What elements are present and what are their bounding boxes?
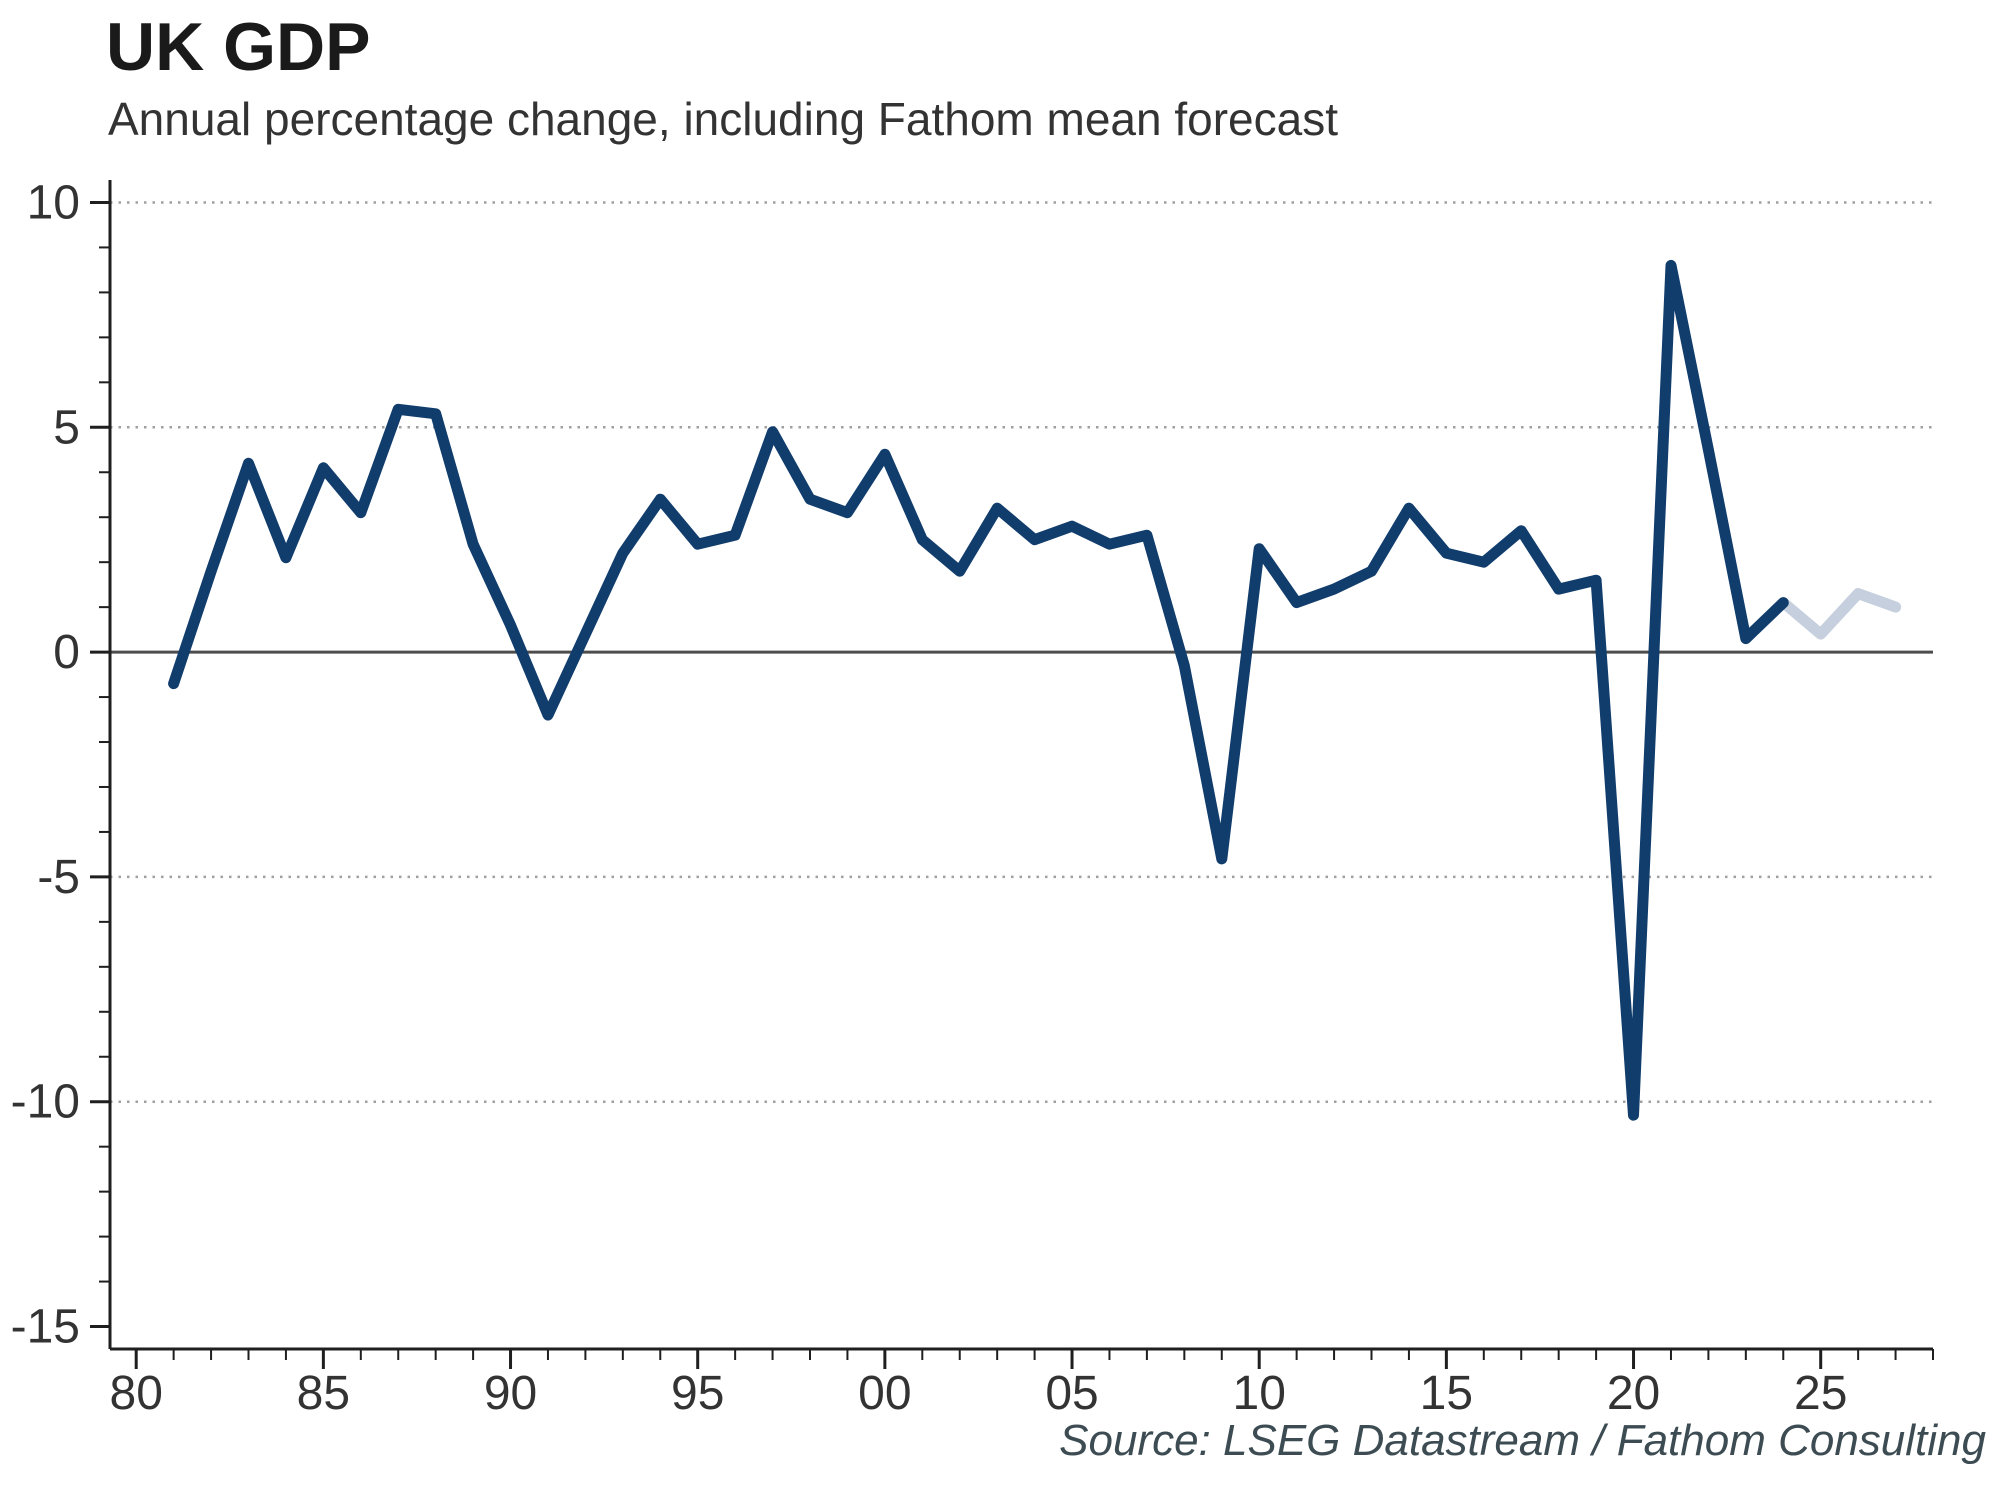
x-tick-label-20: 20 [1607,1367,1660,1420]
y-tick-label--15: -15 [11,1301,80,1354]
x-tick-label-80: 80 [110,1367,163,1420]
source-credit: Source: LSEG Datastream / Fathom Consult… [1059,1416,1986,1465]
x-tick-label-05: 05 [1045,1367,1098,1420]
chart-title: UK GDP [106,9,371,85]
x-tick-label-90: 90 [484,1367,537,1420]
x-tick-label-25: 25 [1794,1367,1847,1420]
y-tick-label-10: 10 [27,176,80,229]
series-actual-line [168,259,1789,1121]
x-tick-label-15: 15 [1420,1367,1473,1420]
x-tick-label-10: 10 [1233,1367,1286,1420]
series-fathom-mean-forecast-line [1777,588,1902,640]
y-tick-label--5: -5 [37,851,80,904]
chart-subtitle: Annual percentage change, including Fath… [108,93,1339,145]
x-tick-label-85: 85 [297,1367,350,1420]
x-tick-label-95: 95 [671,1367,724,1420]
y-tick-label-5: 5 [53,401,80,454]
x-tick-label-00: 00 [858,1367,911,1420]
y-tick-label-0: 0 [53,626,80,679]
y-tick-label--10: -10 [11,1076,80,1129]
